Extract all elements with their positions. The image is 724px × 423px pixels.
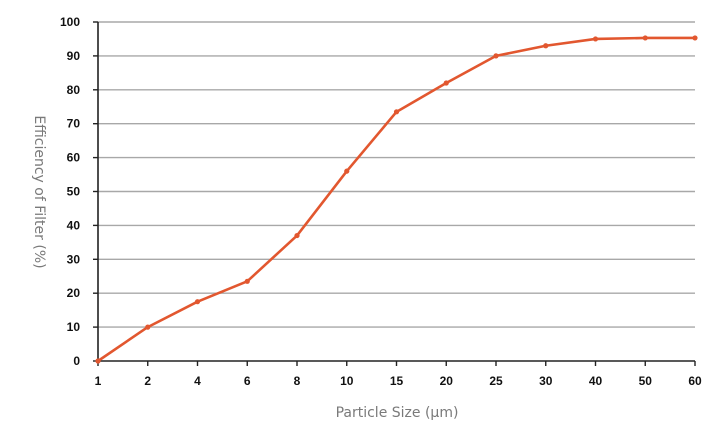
y-tick-label: 70 [67, 117, 81, 131]
data-point [394, 109, 399, 114]
y-tick-label: 30 [67, 252, 81, 266]
x-tick-label: 8 [294, 374, 301, 388]
y-tick-label: 40 [67, 218, 81, 232]
x-tick-label: 1 [95, 374, 102, 388]
y-tick-label: 10 [67, 320, 81, 334]
series-layer [95, 35, 697, 363]
data-point [643, 35, 648, 40]
tick-labels: 0 10 20 30 40 50 60 70 80 90 100 1 2 4 6 8 10 15 20 25 30 40 5… [60, 15, 702, 388]
x-tick-label: 15 [390, 374, 404, 388]
x-tick-label: 20 [440, 374, 454, 388]
x-tick-label: 4 [194, 374, 201, 388]
series-line [98, 38, 695, 361]
data-point [294, 233, 299, 238]
data-point [444, 80, 449, 85]
y-tick-label: 50 [67, 185, 81, 199]
y-tick-label: 90 [67, 49, 81, 63]
y-tick-label: 100 [60, 15, 80, 29]
x-tick-label: 30 [539, 374, 553, 388]
data-point [95, 358, 100, 363]
data-point [145, 325, 150, 330]
data-point [543, 43, 548, 48]
x-tick-label: 6 [244, 374, 251, 388]
data-point [344, 169, 349, 174]
gridlines [98, 22, 695, 327]
y-tick-label: 60 [67, 151, 81, 165]
x-tick-label: 2 [144, 374, 151, 388]
data-point [593, 36, 598, 41]
x-tick-label: 10 [340, 374, 354, 388]
data-point [493, 53, 498, 58]
data-point [195, 299, 200, 304]
data-point [692, 35, 697, 40]
y-tick-label: 80 [67, 83, 81, 97]
x-tick-label: 60 [688, 374, 702, 388]
x-tick-label: 50 [639, 374, 653, 388]
y-axis-title: Efficiency of Filter (%) [31, 115, 47, 268]
axes [93, 22, 695, 366]
y-tick-label: 20 [67, 286, 81, 300]
x-axis-title: Particle Size (μm) [336, 405, 459, 421]
x-tick-label: 40 [589, 374, 603, 388]
y-tick-label: 0 [73, 354, 80, 368]
x-tick-label: 25 [489, 374, 503, 388]
data-point [245, 279, 250, 284]
